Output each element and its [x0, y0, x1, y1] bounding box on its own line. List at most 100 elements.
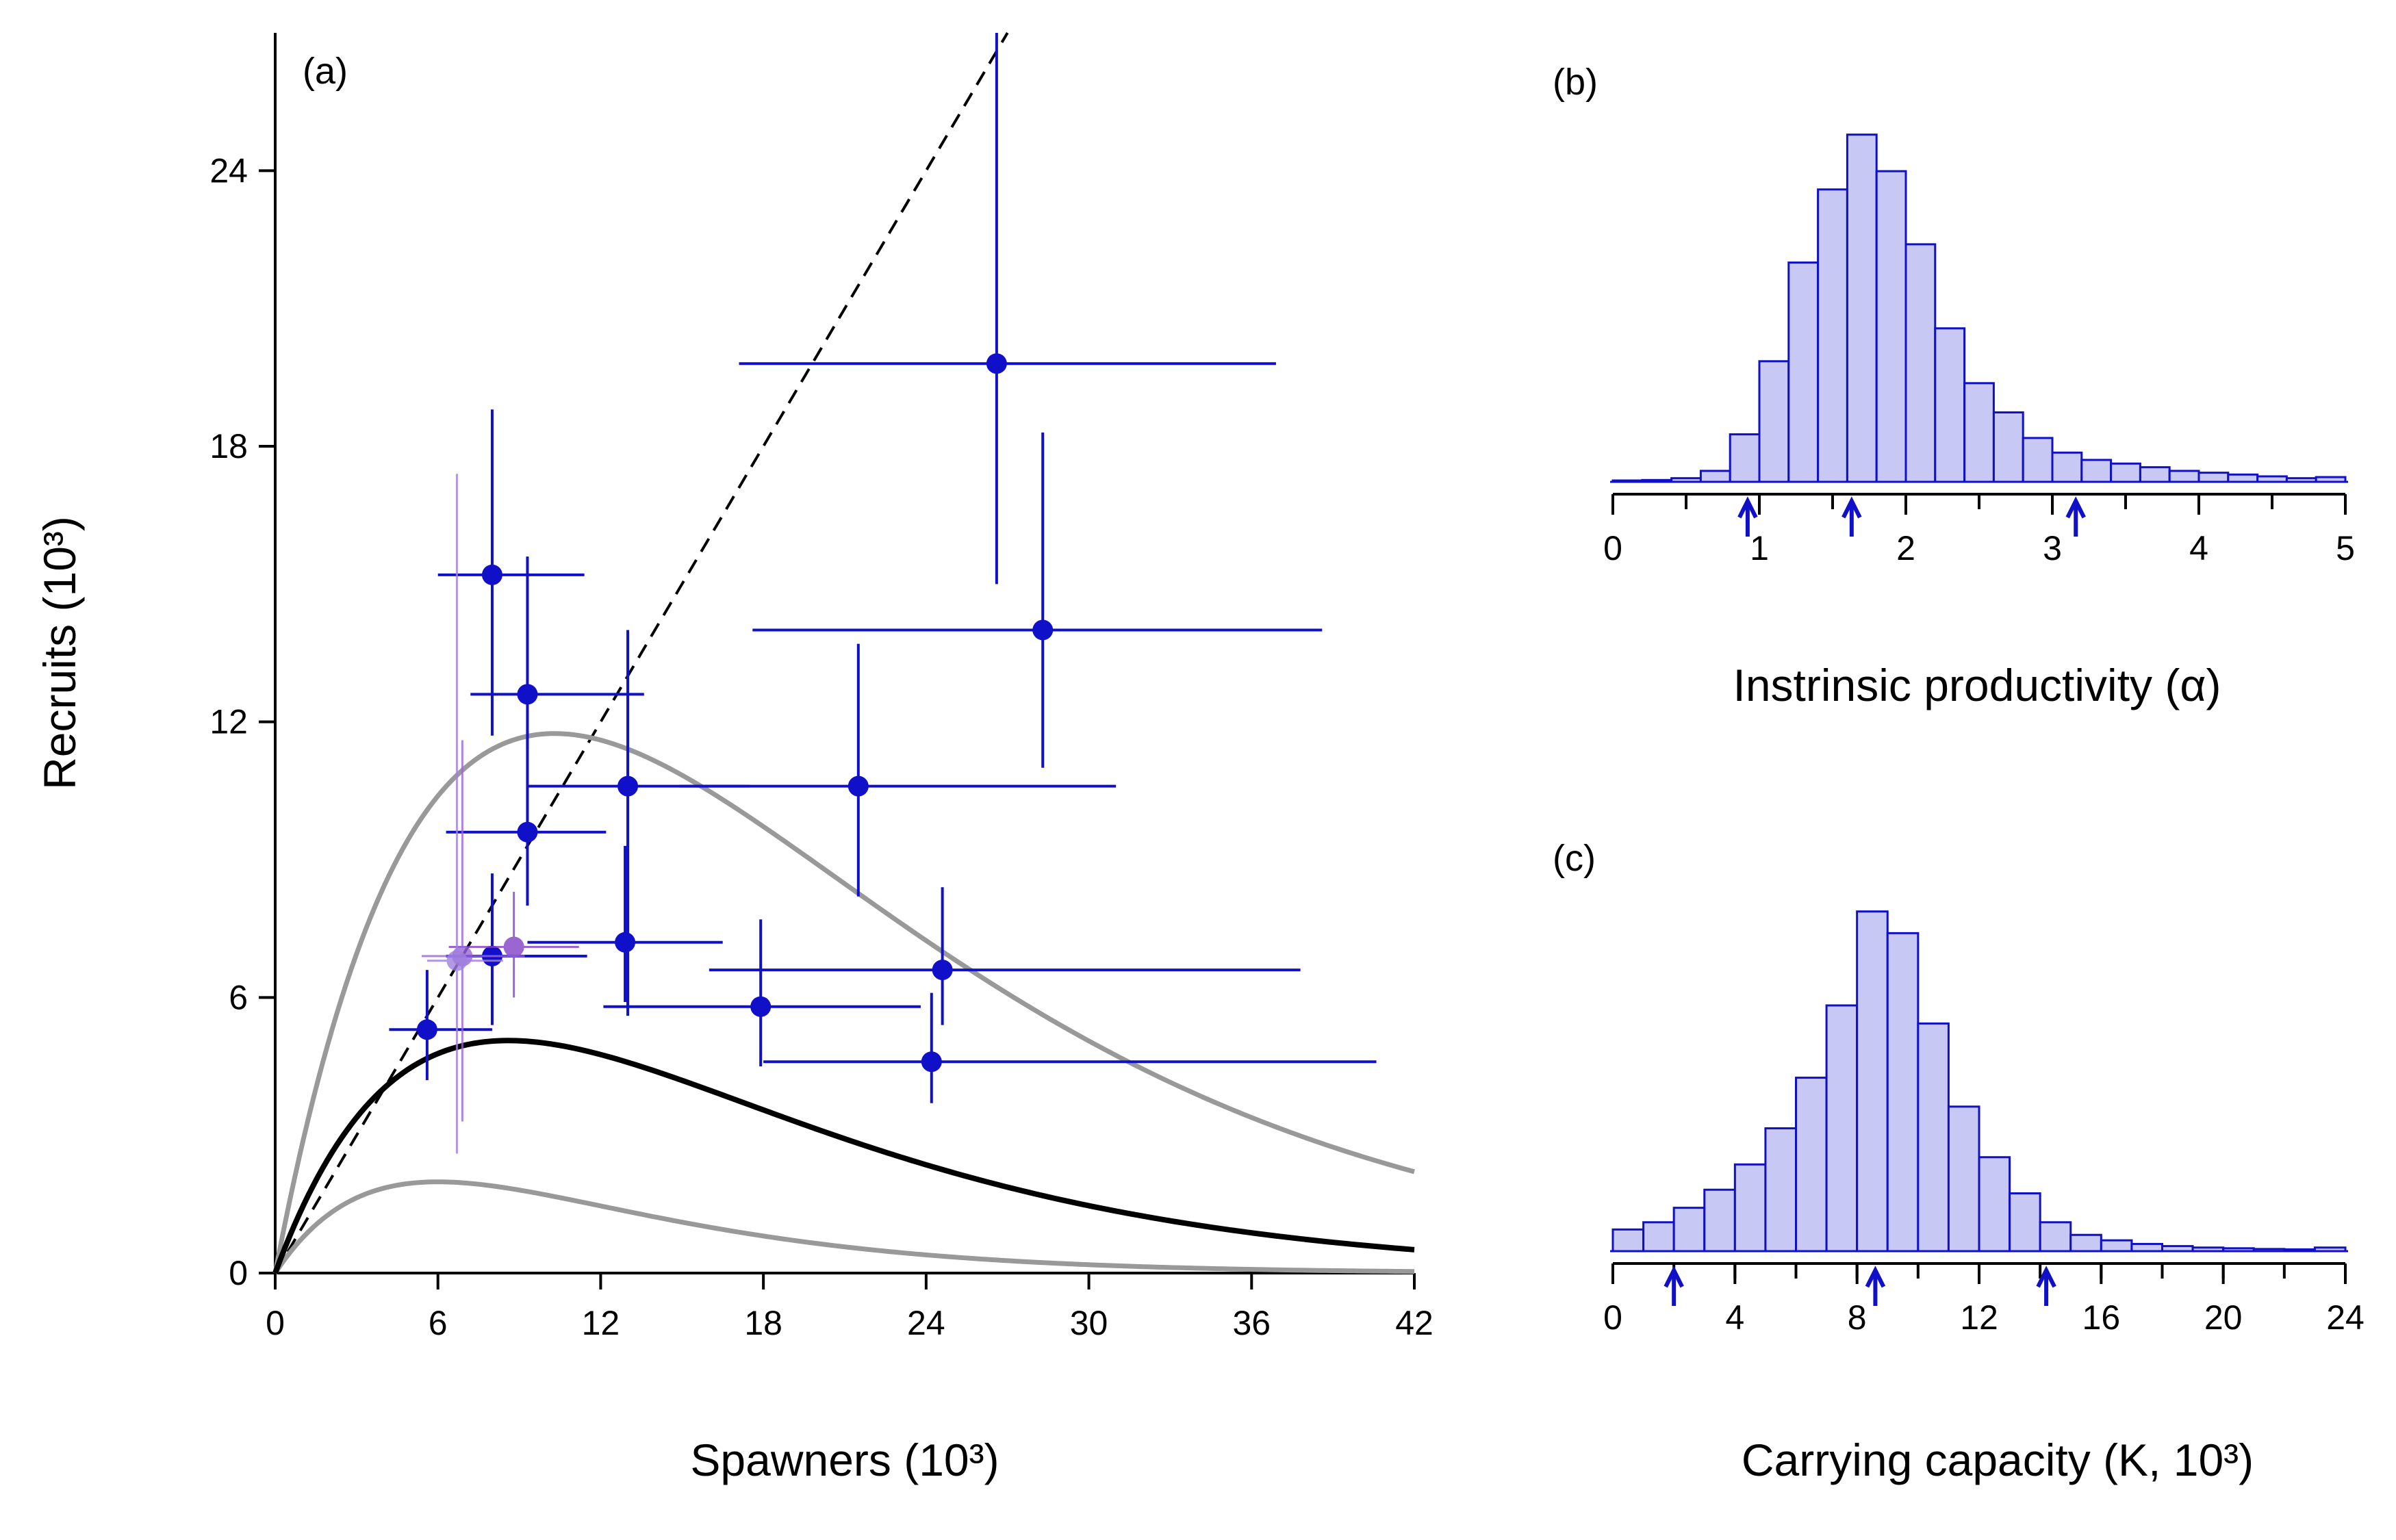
panel-c-label: (c) — [1553, 838, 1596, 879]
histogram-bar — [1699, 470, 1731, 483]
data-point — [437, 409, 585, 736]
point-marker — [932, 960, 953, 981]
histogram-bar — [2197, 472, 2230, 483]
panel-a-y-tick-label: 24 — [209, 151, 248, 190]
panel-c-bars — [1610, 910, 2348, 1253]
panel-a-x-tick-label: 24 — [907, 1304, 945, 1342]
histogram-bar — [2139, 466, 2171, 483]
panel-b-label: (b) — [1553, 62, 1598, 103]
data-point — [739, 33, 1276, 585]
panel-b-histogram: 0 1 2 3 4 5 (b) Instrinsic productivity (α) — [1553, 62, 2355, 710]
data-point — [709, 887, 1301, 1025]
histogram-bar — [1817, 188, 1848, 483]
data-point — [426, 474, 503, 1154]
tick-label: 1 — [1750, 529, 1769, 567]
point-marker — [517, 821, 538, 843]
data-point — [603, 919, 921, 1066]
panel-a-y-axis-title: Recruits (10³) — [34, 516, 85, 790]
histogram-bar — [1672, 1207, 1706, 1253]
panel-a-x-tick-label: 30 — [1070, 1304, 1108, 1342]
panel-a-x-tick-label: 36 — [1232, 1304, 1271, 1342]
histogram-bar — [2069, 1233, 2102, 1253]
histogram-bar — [1846, 133, 1878, 483]
histogram-bar — [1978, 1156, 2011, 1253]
histogram-bar — [2110, 462, 2141, 483]
curve-lower — [273, 1179, 1415, 1274]
tick-label: 0 — [1603, 1298, 1622, 1337]
histogram-bar — [1703, 1188, 1736, 1253]
quantile-arrow — [1664, 1266, 1684, 1306]
tick-label: 12 — [1960, 1298, 1998, 1337]
histogram-bar — [1795, 1077, 1828, 1253]
panel-a-y-tick-label: 0 — [229, 1254, 248, 1292]
point-marker — [503, 936, 524, 958]
quantile-arrow — [1737, 496, 1758, 537]
histogram-bar — [1764, 1127, 1798, 1253]
histogram-bar — [1733, 1163, 1767, 1253]
panel-a-x-tick-label: 0 — [266, 1304, 285, 1342]
point-marker — [750, 996, 772, 1017]
data-point — [752, 432, 1323, 768]
tick-label: 4 — [2189, 529, 2208, 567]
point-marker — [416, 1019, 437, 1040]
histogram-bar — [2051, 451, 2083, 483]
arrow-head — [1664, 1266, 1684, 1288]
panel-b-bars — [1610, 133, 2348, 483]
data-point — [446, 731, 607, 906]
point-marker — [847, 775, 869, 797]
histogram-bar — [1947, 1105, 1980, 1253]
panel-a-scatter: 0 6 12 18 24 30 36 42 0 6 12 18 24 (a) Spawners (10³… — [34, 31, 1433, 1485]
histogram-bar — [1825, 1004, 1859, 1253]
panel-c-arrows — [1664, 1266, 2056, 1306]
point-marker — [1032, 619, 1054, 641]
tick-label: 0 — [1603, 529, 1622, 567]
tick-label: 20 — [2204, 1298, 2243, 1337]
panel-c-ticks: 0 4 8 12 16 20 24 — [1603, 1263, 2365, 1337]
tick-label: 2 — [1896, 529, 1915, 567]
arrow-head — [2065, 496, 2086, 519]
histogram-bar — [1729, 433, 1761, 483]
panel-a-x-tick-label: 18 — [744, 1304, 782, 1342]
histogram-bar — [1917, 1022, 1950, 1253]
tick-label: 4 — [1725, 1298, 1744, 1337]
replacement-line — [274, 31, 1009, 1274]
point-marker — [617, 775, 639, 797]
histogram-bar — [1611, 1228, 1645, 1253]
panel-a-y-tick-label: 18 — [209, 427, 248, 465]
panel-a-ticks: 0 6 12 18 24 30 36 42 0 6 12 18 24 — [209, 151, 1433, 1342]
arrow-head — [1865, 1266, 1886, 1288]
histogram-bar — [1758, 360, 1790, 483]
data-point — [448, 891, 579, 998]
histogram-bar — [2227, 473, 2259, 483]
point-marker — [986, 353, 1007, 374]
histogram-bar — [1787, 261, 1820, 483]
panel-a-points — [389, 33, 1377, 1154]
curve-upper — [272, 731, 1415, 1274]
histogram-bar — [1904, 243, 1937, 483]
panel-a-x-tick-label: 12 — [582, 1304, 620, 1342]
histogram-bar — [2009, 1192, 2041, 1253]
histogram-bar — [1875, 170, 1907, 483]
panel-a-y-tick-label: 6 — [229, 978, 248, 1016]
data-point — [763, 992, 1377, 1103]
panel-a-label: (a) — [303, 51, 348, 92]
arrow-head — [1841, 496, 1862, 519]
histogram-bar — [1992, 411, 2024, 483]
point-marker — [517, 684, 538, 705]
quantile-arrow — [2036, 1266, 2056, 1306]
tick-label: 5 — [2336, 529, 2355, 567]
data-point — [679, 643, 1117, 897]
quantile-arrow — [1841, 496, 1862, 537]
histogram-bar — [1934, 327, 1966, 483]
panel-c-x-axis-title: Carrying capacity (K, 10³) — [1742, 1435, 2254, 1485]
arrow-head — [2036, 1266, 2056, 1288]
data-point — [470, 556, 644, 749]
point-marker — [481, 564, 502, 585]
panel-b-ticks: 0 1 2 3 4 5 — [1603, 494, 2355, 567]
histogram-bar — [2130, 1242, 2164, 1253]
tick-label: 3 — [2043, 529, 2062, 567]
data-point — [527, 630, 750, 1016]
histogram-bar — [2100, 1239, 2133, 1253]
data-point — [389, 970, 492, 1081]
